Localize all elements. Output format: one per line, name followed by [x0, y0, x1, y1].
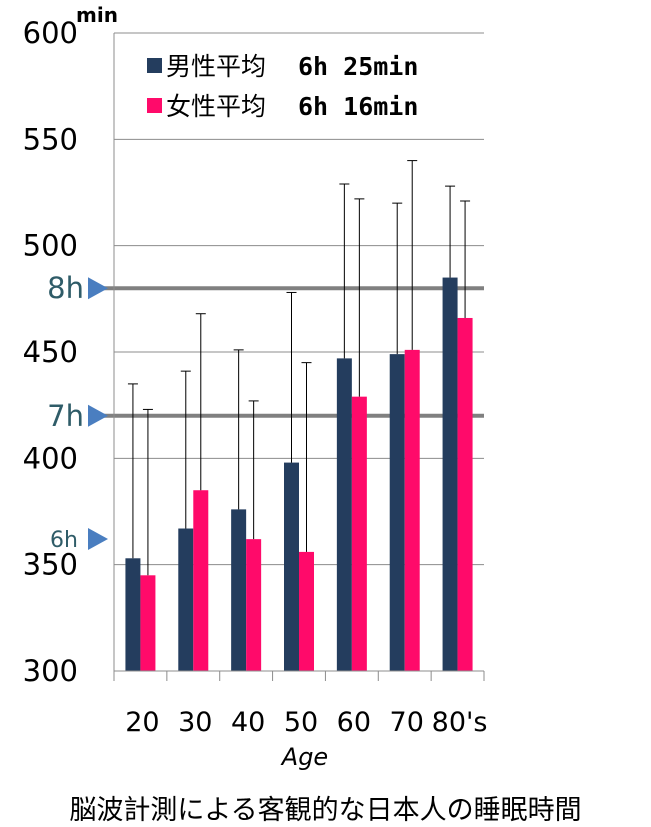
error-bars [127, 160, 471, 576]
reference-label: 8h [47, 271, 84, 305]
legend: 男性平均 6h 25min 女性平均 6h 16min [147, 52, 418, 121]
x-tick-label: 20 [125, 707, 159, 738]
sleep-duration-chart: 8h 7h 6h 300 350 400 450 500 550 600 20 30 40 50 60 70… [23, 3, 488, 771]
bars [125, 277, 473, 671]
chart-caption: 脳波計測による客観的な日本人の睡眠時間 [69, 795, 582, 826]
bar [284, 462, 299, 671]
x-tick-label: 50 [284, 707, 318, 738]
y-tick-label: 500 [23, 229, 78, 263]
x-tick-label: 30 [178, 707, 212, 738]
y-tick-label: 450 [23, 335, 78, 369]
bar [246, 539, 262, 671]
x-tick-label: 40 [231, 707, 265, 738]
reference-label: 6h [50, 528, 78, 553]
x-tick-label: 60 [337, 707, 371, 738]
bar [442, 277, 458, 671]
y-tick-label: 400 [23, 441, 78, 475]
bar [125, 558, 141, 671]
reference-arrow-icon [88, 528, 108, 550]
bar [404, 349, 420, 671]
legend-value-male: 6h 25min [298, 52, 418, 81]
reference-arrow-icon [88, 277, 108, 300]
legend-swatch-male [147, 58, 162, 73]
legend-value-female: 6h 16min [298, 92, 418, 121]
bar [336, 358, 352, 671]
bar [193, 490, 209, 671]
bar [299, 551, 314, 671]
legend-label-male: 男性平均 [166, 52, 266, 81]
axes: 300 350 400 450 500 550 600 20 30 40 50 60 70 80's [23, 16, 488, 738]
reference-label: 7h [47, 399, 84, 433]
bar [389, 354, 405, 671]
bar [140, 575, 156, 671]
y-tick-label: 550 [23, 122, 78, 156]
bar [178, 528, 194, 671]
bar [351, 396, 367, 671]
bar [231, 509, 247, 671]
legend-label-female: 女性平均 [166, 92, 266, 121]
bar [457, 317, 473, 671]
x-tick-label: 70 [390, 707, 424, 738]
y-tick-label: 600 [23, 16, 78, 50]
y-unit-label: min [76, 3, 118, 27]
x-axis-label: Age [280, 743, 328, 771]
x-tick-label: 80's [432, 707, 488, 738]
legend-swatch-female [147, 98, 162, 113]
reference-arrow-icon [88, 404, 108, 427]
y-tick-label: 350 [23, 548, 78, 582]
gridlines [114, 32, 484, 566]
y-tick-label: 300 [23, 654, 78, 688]
